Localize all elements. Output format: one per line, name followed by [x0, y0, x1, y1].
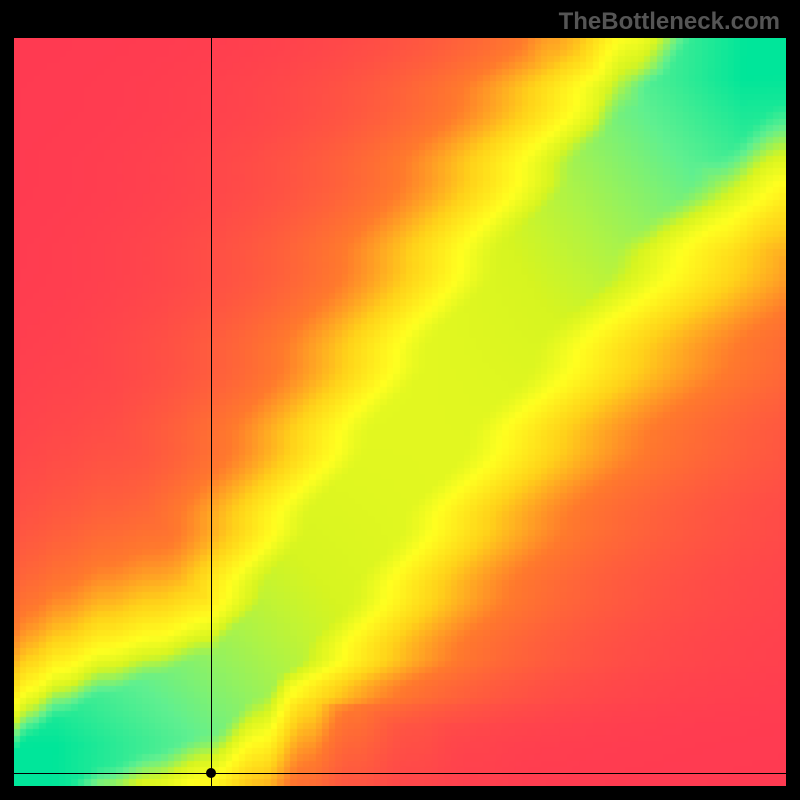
chart-container: { "watermark": "TheBottleneck.com", "lay… [0, 0, 800, 800]
plot-area [14, 38, 786, 786]
crosshair-marker [206, 768, 216, 778]
crosshair-vertical [211, 38, 212, 786]
crosshair-horizontal [14, 773, 786, 774]
watermark-text: TheBottleneck.com [559, 8, 780, 36]
heatmap-canvas [14, 38, 786, 786]
